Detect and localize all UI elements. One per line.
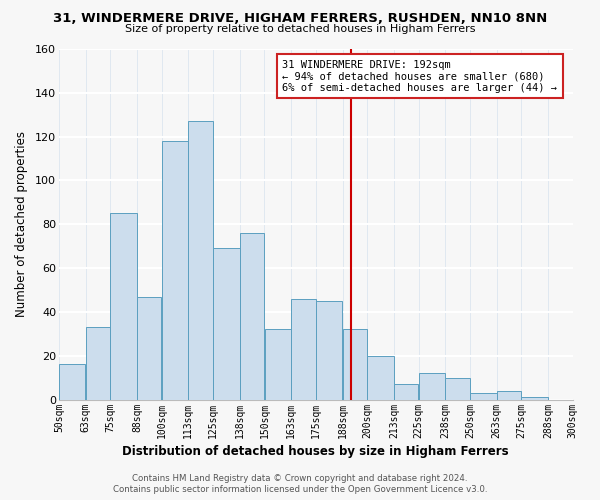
Bar [86, 327, 110, 400]
Text: 31 WINDERMERE DRIVE: 192sqm
← 94% of detached houses are smaller (680)
6% of sem: 31 WINDERMERE DRIVE: 192sqm ← 94% of det… [283, 60, 557, 92]
Bar [213, 248, 239, 400]
Bar [162, 141, 188, 400]
Bar [521, 398, 548, 400]
Bar [497, 391, 521, 400]
Bar [137, 296, 161, 400]
Text: Size of property relative to detached houses in Higham Ferrers: Size of property relative to detached ho… [125, 24, 475, 34]
Bar [188, 122, 213, 400]
Bar [110, 214, 137, 400]
Text: 31, WINDERMERE DRIVE, HIGHAM FERRERS, RUSHDEN, NN10 8NN: 31, WINDERMERE DRIVE, HIGHAM FERRERS, RU… [53, 12, 547, 26]
Bar [291, 299, 316, 400]
Bar [265, 330, 291, 400]
Bar [367, 356, 394, 400]
Bar [343, 330, 367, 400]
Bar [59, 364, 85, 400]
Bar [419, 373, 445, 400]
X-axis label: Distribution of detached houses by size in Higham Ferrers: Distribution of detached houses by size … [122, 444, 509, 458]
Bar [394, 384, 418, 400]
Bar [316, 301, 343, 400]
Bar [240, 233, 264, 400]
Y-axis label: Number of detached properties: Number of detached properties [15, 132, 28, 318]
Bar [445, 378, 470, 400]
Bar [470, 393, 497, 400]
Text: Contains HM Land Registry data © Crown copyright and database right 2024.
Contai: Contains HM Land Registry data © Crown c… [113, 474, 487, 494]
